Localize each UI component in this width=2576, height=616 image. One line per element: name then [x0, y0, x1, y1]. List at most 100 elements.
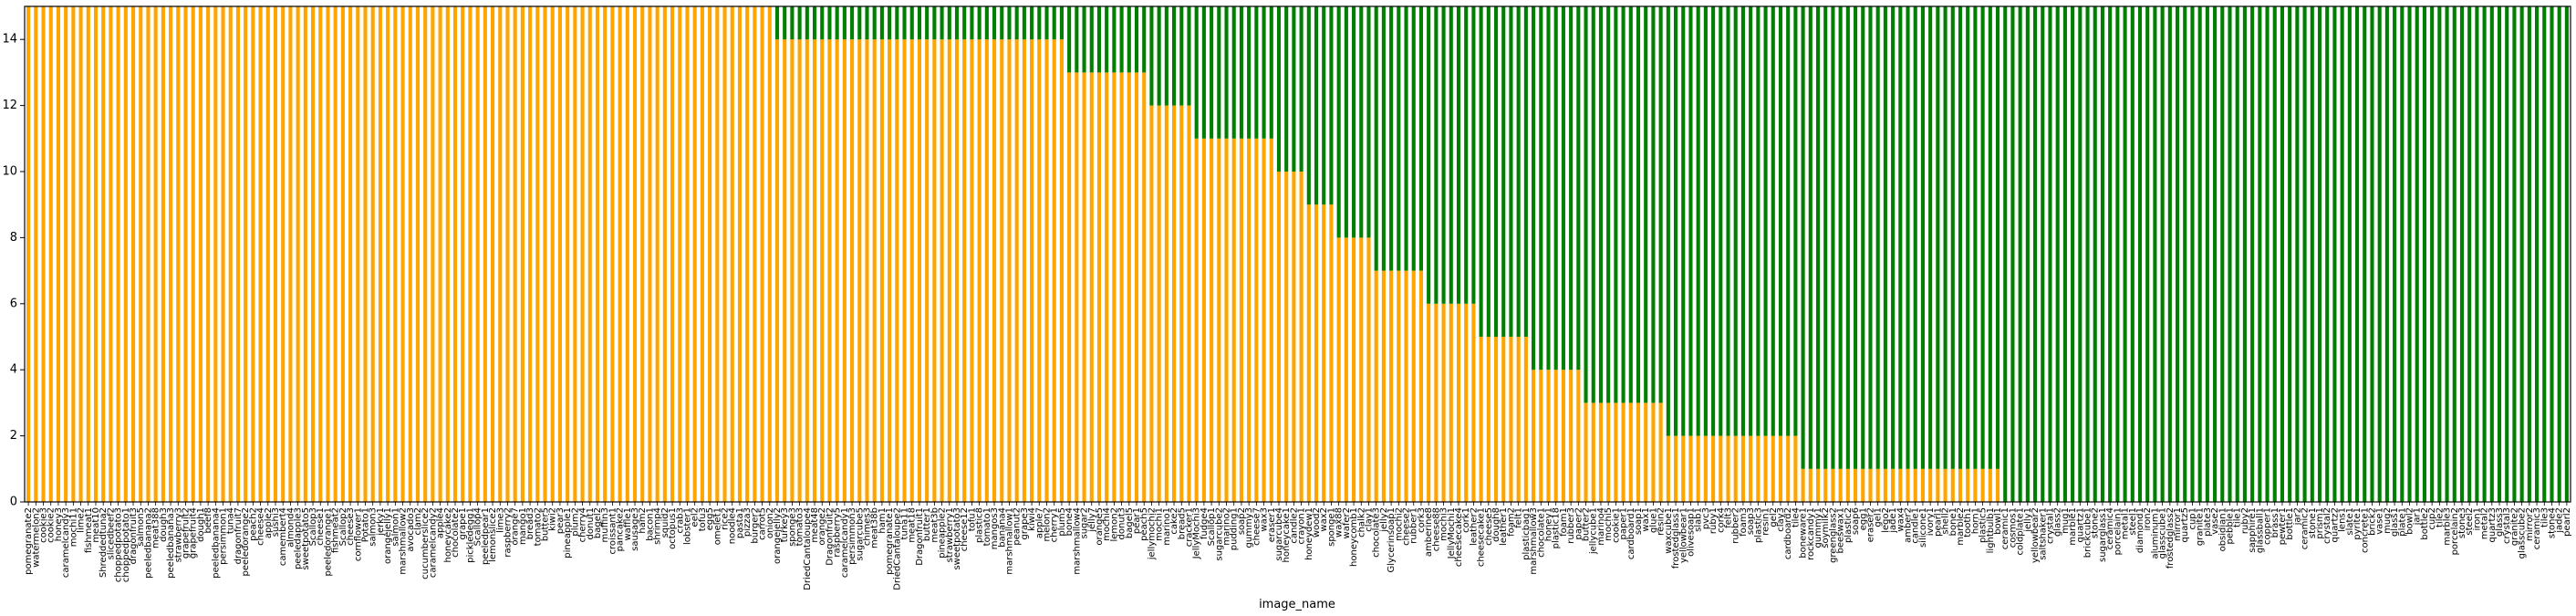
bar-segment	[1037, 39, 1042, 502]
bar-segment	[318, 6, 323, 502]
bar-segment	[625, 6, 629, 502]
bar-segment	[2175, 6, 2180, 502]
bar-segment	[2280, 6, 2285, 502]
bar-segment	[2137, 6, 2143, 502]
bar-segment	[1493, 337, 1499, 502]
bar-segment	[461, 6, 465, 502]
bar-segment	[940, 39, 944, 502]
x-tick-label: apple7	[1034, 507, 1044, 538]
x-tick-label: sponge1	[1326, 507, 1336, 547]
x-tick-label: cheese4	[256, 507, 266, 546]
x-tick-label: Dragonfruit1	[915, 507, 925, 566]
bar-segment	[535, 6, 540, 502]
x-tick-label: butter1	[922, 507, 932, 541]
x-tick-label: peeledbanana3	[166, 507, 176, 579]
x-tick-label: tuna11	[900, 507, 910, 539]
y-tick-label: 2	[10, 429, 17, 443]
bar-segment	[438, 6, 442, 502]
bar-segment	[812, 6, 817, 40]
bar-segment	[827, 39, 832, 502]
x-tick-label: marshmallow3	[1529, 507, 1539, 575]
bar-segment	[1980, 468, 1985, 502]
bar-segment	[1352, 237, 1356, 502]
x-tick-label: caramelcandy3	[61, 507, 71, 578]
bar-segment	[2535, 6, 2540, 502]
bar-segment	[1096, 72, 1102, 503]
x-tick-label: lime2	[77, 507, 87, 533]
x-tick-label: soap6	[1851, 507, 1861, 535]
bar-segment	[2377, 6, 2382, 502]
bar-segment	[2250, 6, 2255, 502]
bar-segment	[1262, 138, 1266, 503]
x-tick-label: dough8	[1491, 507, 1501, 542]
bar-segment	[812, 39, 817, 502]
x-tick-label: rubber1	[1409, 507, 1419, 544]
x-tick-label: meat10	[91, 507, 101, 543]
bar-segment	[1756, 6, 1761, 436]
x-tick-label: gummy3	[1244, 507, 1254, 548]
bar-segment	[1681, 6, 1686, 436]
x-tick-label: wax2	[1319, 507, 1329, 532]
bar-segment	[1000, 6, 1004, 40]
bar-segment	[1883, 468, 1887, 502]
x-tick-label: pomegranate1	[885, 507, 895, 575]
bar-segment	[303, 6, 307, 502]
x-tick-label: glass2	[2053, 507, 2063, 537]
bar-segment	[1696, 6, 1700, 436]
bar-segment	[340, 6, 345, 502]
bar-segment	[2025, 6, 2030, 502]
bar-segment	[1928, 6, 1933, 469]
bar-segment	[1823, 468, 1828, 502]
bar-segment	[557, 6, 562, 502]
x-tick-label: gel2	[1769, 507, 1779, 527]
bar-segment	[191, 6, 195, 502]
x-tick-label: bottle2	[2420, 507, 2430, 540]
x-tick-label: lime3	[495, 507, 505, 533]
x-tick-label: crab3	[675, 507, 685, 533]
x-tick-label: leather1	[1499, 507, 1509, 546]
bar-segment	[1052, 39, 1056, 502]
x-tick-label: metal2	[2480, 507, 2490, 539]
bar-segment	[1119, 6, 1124, 73]
bar-segment	[1936, 468, 1940, 502]
x-tick-label: jade2	[2555, 507, 2565, 534]
bar-segment	[1397, 6, 1401, 271]
x-tick-label: grapefruit2	[181, 507, 191, 559]
x-tick-label: squid2	[660, 507, 670, 538]
bar-segment	[820, 6, 825, 40]
x-tick-label: tomato1	[982, 507, 992, 546]
x-tick-label: steel2	[2465, 507, 2475, 536]
bar-segment	[1763, 435, 1768, 502]
x-tick-label: saltshaker1	[2038, 507, 2048, 560]
bar-segment	[2340, 6, 2344, 502]
bar-segment	[2183, 6, 2187, 502]
x-tick-label: cup2	[2427, 507, 2437, 530]
bar-segment	[1112, 72, 1117, 503]
bar-segment	[1329, 6, 1334, 205]
bar-segment	[1007, 6, 1012, 40]
bar-segment	[879, 39, 884, 502]
bar-segment	[2415, 6, 2419, 502]
bar-segment	[1501, 337, 1506, 502]
x-tick-label: meat3b	[930, 507, 940, 543]
x-tick-label: pomegranate2	[24, 507, 34, 575]
bar-segment	[1898, 468, 1903, 502]
x-tick-label: iron1	[2472, 507, 2482, 531]
bar-segment	[1808, 6, 1813, 469]
x-tick-label: copper1	[2263, 507, 2273, 545]
x-tick-label: cheese1	[316, 507, 326, 546]
bar-segment	[715, 6, 720, 502]
bar-segment	[1397, 270, 1401, 502]
bar-segment	[1584, 402, 1588, 502]
bar-segment	[258, 6, 263, 502]
x-tick-label: prism1	[2315, 507, 2325, 539]
x-tick-label: persimmon3	[847, 507, 857, 565]
bar-segment	[1000, 39, 1004, 502]
x-tick-label: jar2	[2292, 507, 2302, 526]
x-tick-label: marble3	[2443, 507, 2453, 546]
x-tick-label: pancake2	[616, 507, 626, 551]
bar-segment	[1658, 402, 1663, 502]
x-tick-label: Potato1	[361, 507, 371, 542]
x-tick-label: shrimp4	[653, 507, 663, 545]
bar-segment	[213, 6, 218, 502]
